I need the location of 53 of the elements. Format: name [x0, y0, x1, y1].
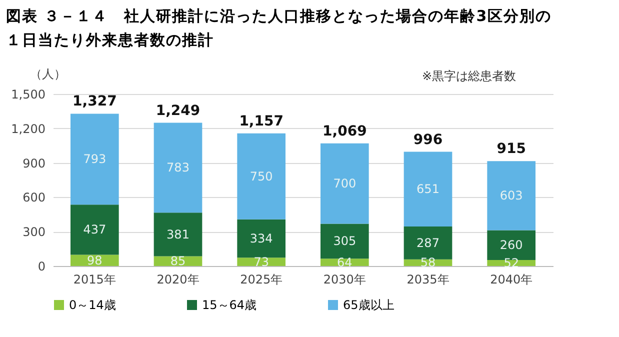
data-label: 85 — [170, 254, 186, 268]
y-tick-label: 600 — [22, 190, 46, 205]
total-label: 915 — [496, 141, 526, 158]
total-label: 1,157 — [239, 113, 284, 130]
data-label: 305 — [333, 234, 356, 248]
y-tick-label: 1,500 — [11, 88, 46, 102]
x-tick-label: 2015年 — [73, 272, 116, 286]
chart-title: 図表 ３－１４ 社人研推計に沿った人口推移となった場合の年齢3区分別の１日当たり外来患者数の推計 — [6, 6, 553, 51]
x-tick-label: 2025年 — [240, 272, 283, 286]
y-tick-label: 900 — [22, 156, 46, 170]
y-tick-label: 1,200 — [11, 122, 46, 136]
legend-label: 15～64歳 — [202, 298, 257, 312]
data-label: 98 — [87, 253, 102, 268]
bar — [404, 226, 452, 260]
x-tick-label: 2040年 — [490, 272, 533, 286]
bar — [487, 161, 536, 230]
data-label: 64 — [337, 255, 352, 270]
data-label: 287 — [416, 236, 440, 250]
data-label: 260 — [500, 238, 523, 252]
total-label: 1,249 — [156, 102, 200, 119]
y-tick-label: 300 — [22, 225, 46, 240]
data-label: 437 — [83, 222, 106, 237]
y-tick-label: 0 — [38, 260, 46, 274]
bar — [404, 152, 452, 226]
data-label: 603 — [500, 188, 523, 203]
data-label: 334 — [250, 231, 273, 246]
total-label: 996 — [413, 132, 443, 148]
total-label: 1,327 — [72, 94, 117, 110]
legend-label: 0～14歳 — [69, 298, 116, 312]
bar — [237, 258, 286, 266]
legend-label: 65歳以上 — [343, 298, 394, 312]
data-label: 750 — [250, 169, 273, 184]
bar — [70, 114, 119, 205]
bar — [154, 212, 202, 256]
x-tick-label: 2035年 — [406, 272, 450, 286]
text: ※黒字は総患者数 — [422, 68, 516, 85]
total-label: 1,069 — [322, 123, 367, 140]
x-tick-label: 2030年 — [323, 272, 366, 286]
data-label: 73 — [254, 254, 269, 269]
bar — [320, 143, 369, 224]
bar — [237, 133, 286, 220]
bar — [320, 224, 369, 259]
data-label: 700 — [333, 176, 356, 191]
data-label: 58 — [420, 256, 436, 270]
x-tick-label: 2020年 — [156, 272, 200, 286]
data-label: 381 — [166, 227, 190, 242]
bar — [237, 219, 286, 258]
data-label: 783 — [166, 160, 190, 175]
data-label: 651 — [416, 182, 440, 196]
bar — [70, 204, 119, 255]
data-label: 793 — [83, 152, 106, 166]
bar — [154, 122, 202, 213]
y-axis-title: （人） — [30, 66, 66, 83]
